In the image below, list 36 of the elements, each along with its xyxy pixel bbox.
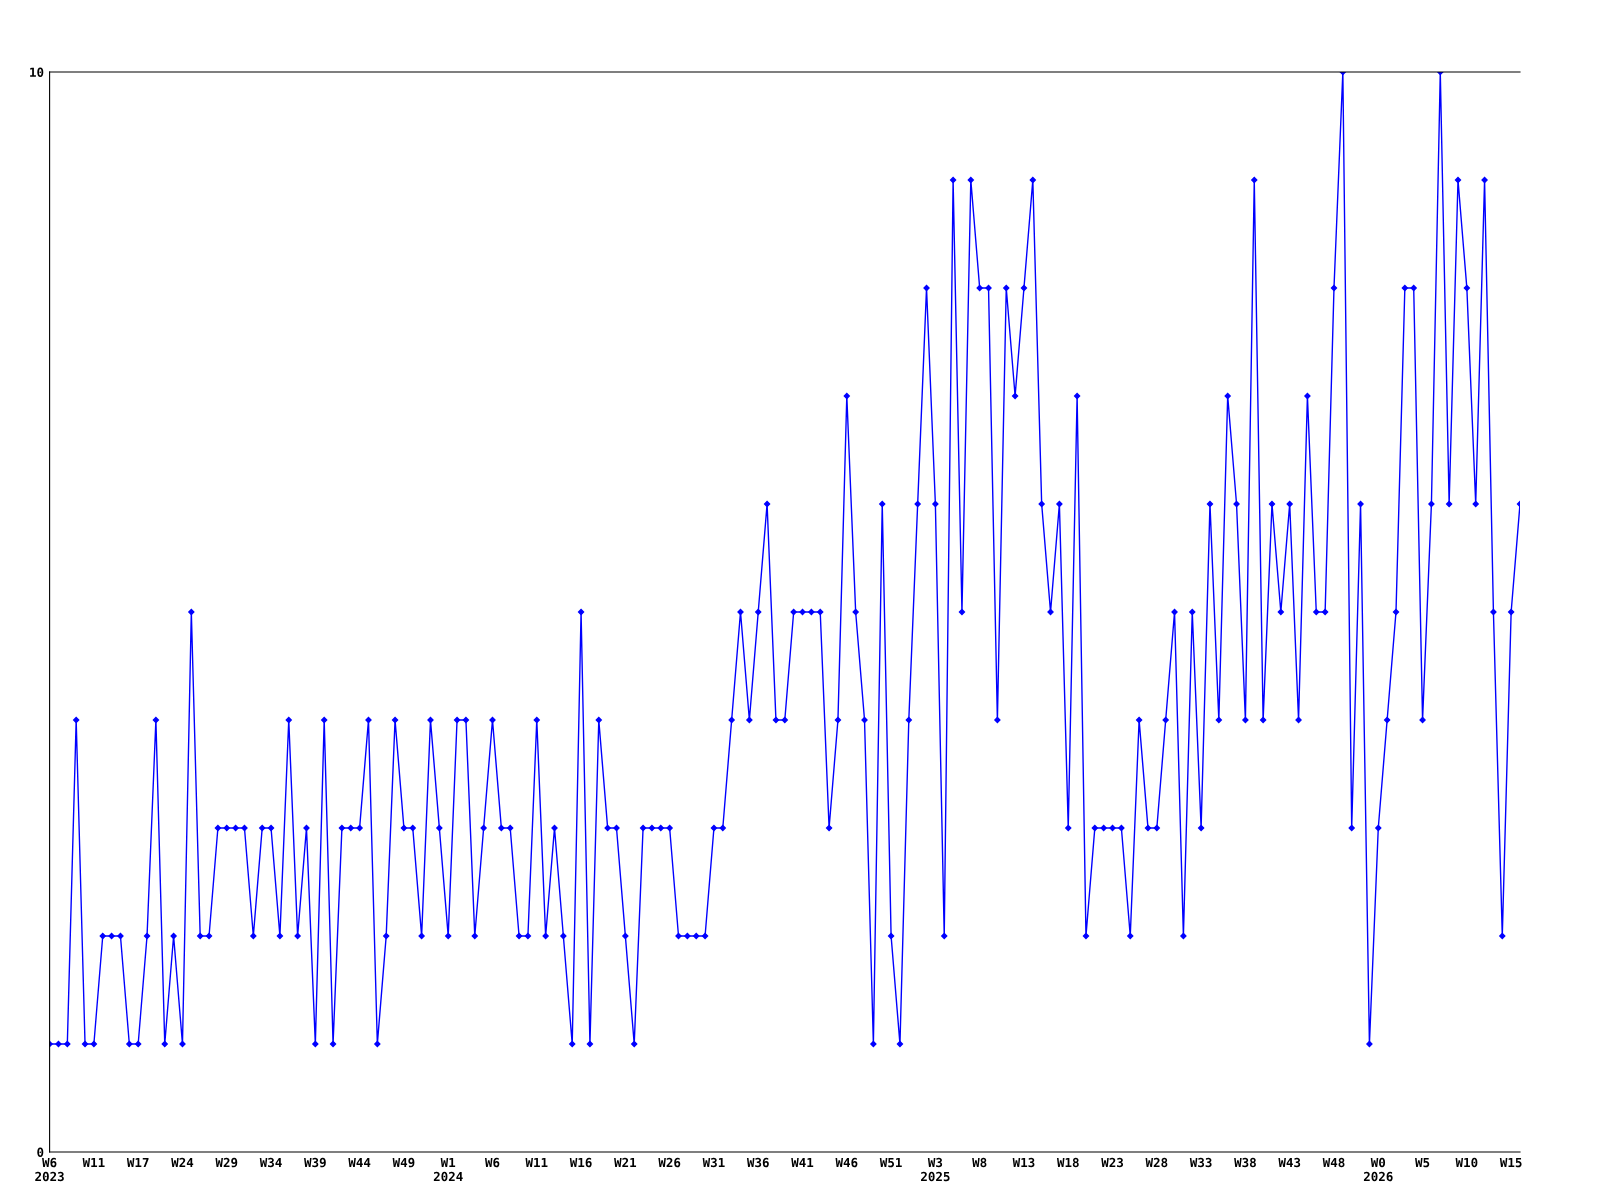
x-tick-label: W1 2024 (433, 1157, 463, 1182)
x-tick-label: W44 (348, 1157, 371, 1168)
x-tick-label: W21 (614, 1157, 637, 1168)
x-tick-label: W33 (1189, 1157, 1212, 1168)
x-tick-label: W29 (215, 1157, 238, 1168)
x-tick-label: W6 2023 (35, 1157, 64, 1182)
x-tick-label: W34 (259, 1157, 282, 1168)
x-tick-label: W13 (1012, 1157, 1035, 1168)
y-tick-label: 10 (30, 67, 44, 77)
y-tick-label: 0 (37, 1147, 44, 1157)
x-tick-label: W49 (392, 1157, 415, 1168)
x-tick-label: W11 (82, 1157, 105, 1168)
x-tick-label: W23 (1101, 1157, 1124, 1168)
x-tick-label: W17 (126, 1157, 149, 1168)
x-tick-label: W28 (1145, 1157, 1168, 1168)
x-tick-label: W39 (304, 1157, 326, 1168)
x-tick-label: W36 (746, 1157, 769, 1168)
x-tick-label: W8 (972, 1157, 987, 1168)
x-tick-label: W6 (484, 1157, 500, 1168)
x-tick-label: W18 (1056, 1157, 1079, 1168)
x-tick-label: W46 (835, 1157, 858, 1168)
x-tick-label: W43 (1278, 1157, 1301, 1168)
x-tick-label: W48 (1322, 1157, 1345, 1168)
x-tick-label: W0 2026 (1363, 1157, 1393, 1182)
x-tick-label: W3 2025 (921, 1157, 950, 1182)
x-tick-label: W16 (569, 1157, 592, 1168)
x-tick-label: W24 (171, 1157, 194, 1168)
x-tick-label: W15 (1499, 1157, 1522, 1168)
x-tick-label: W41 (791, 1157, 814, 1168)
x-tick-label: W26 (658, 1157, 681, 1168)
x-tick-label: W11 (525, 1157, 548, 1168)
x-tick-label: W31 (702, 1157, 725, 1168)
x-tick-label: W10 (1455, 1157, 1478, 1168)
x-tick-label: W51 (879, 1157, 902, 1168)
x-tick-label: W38 (1234, 1157, 1256, 1168)
x-tick-label: W5 (1415, 1157, 1430, 1168)
